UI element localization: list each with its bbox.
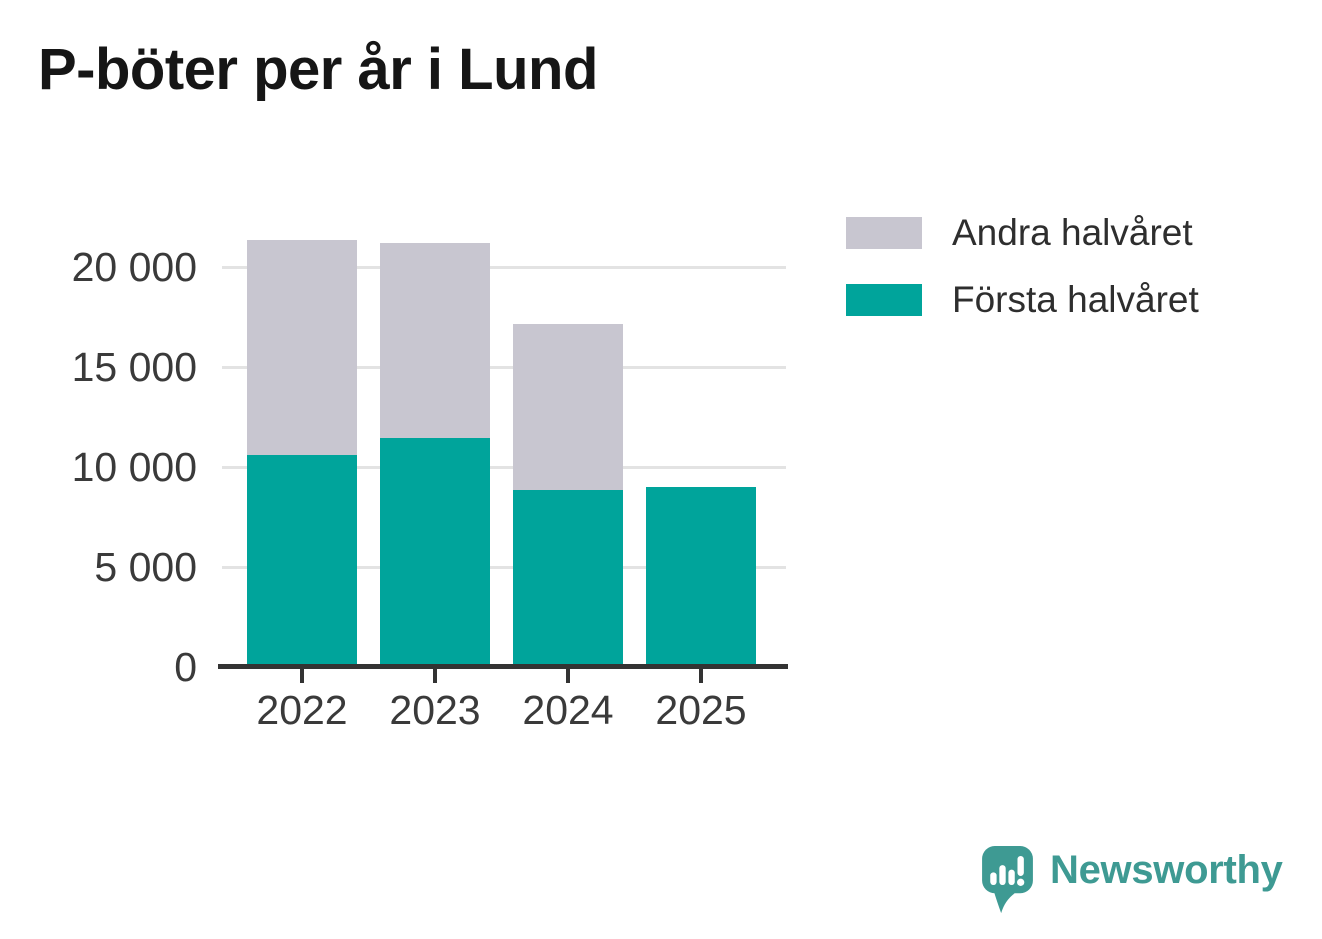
legend-label: Andra halvåret [952, 212, 1193, 253]
x-axis-tick-label: 2025 [655, 687, 747, 733]
y-gridline [222, 266, 786, 269]
y-gridline [222, 566, 786, 569]
legend-item-andra-halvaret: Andra halvåret [846, 214, 1199, 251]
chart-title: P-böter per år i Lund [38, 37, 598, 102]
x-axis-tick-label: 2023 [389, 687, 481, 733]
legend-swatch-forsta-halvaret [846, 283, 922, 316]
bar-segment-first-half-2022 [247, 455, 357, 667]
y-axis-tick-label: 0 [174, 644, 197, 690]
x-axis-tick [433, 669, 437, 683]
y-axis-tick-label: 15 000 [71, 344, 197, 390]
x-axis-tick-label: 2022 [256, 687, 348, 733]
x-axis-line [218, 664, 788, 669]
bar-segment-first-half-2025 [646, 487, 756, 667]
bar-segment-first-half-2024 [513, 490, 623, 667]
legend-item-forsta-halvaret: Första halvåret [846, 281, 1199, 318]
legend: Andra halvåret Första halvåret [846, 214, 1199, 318]
y-gridline [222, 366, 786, 369]
legend-label: Första halvåret [952, 279, 1199, 320]
x-axis-tick-label: 2024 [522, 687, 614, 733]
y-axis-tick-label: 5 000 [94, 544, 197, 590]
newsworthy-brand: Newsworthy [982, 846, 1283, 915]
legend-swatch-andra-halvaret [846, 216, 922, 249]
bar-segment-second-half-2022 [247, 240, 357, 455]
y-gridline [222, 466, 786, 469]
y-axis-tick-label: 10 000 [71, 444, 197, 490]
x-axis-tick [300, 669, 304, 683]
bar-segment-second-half-2023 [380, 243, 490, 438]
x-axis-tick [699, 669, 703, 683]
brand-name: Newsworthy [1050, 848, 1283, 892]
newsworthy-logo-icon [982, 846, 1033, 914]
bar-segment-first-half-2023 [380, 438, 490, 667]
y-axis-tick-label: 20 000 [71, 244, 197, 290]
bar-segment-second-half-2024 [513, 324, 623, 490]
x-axis-tick [566, 669, 570, 683]
